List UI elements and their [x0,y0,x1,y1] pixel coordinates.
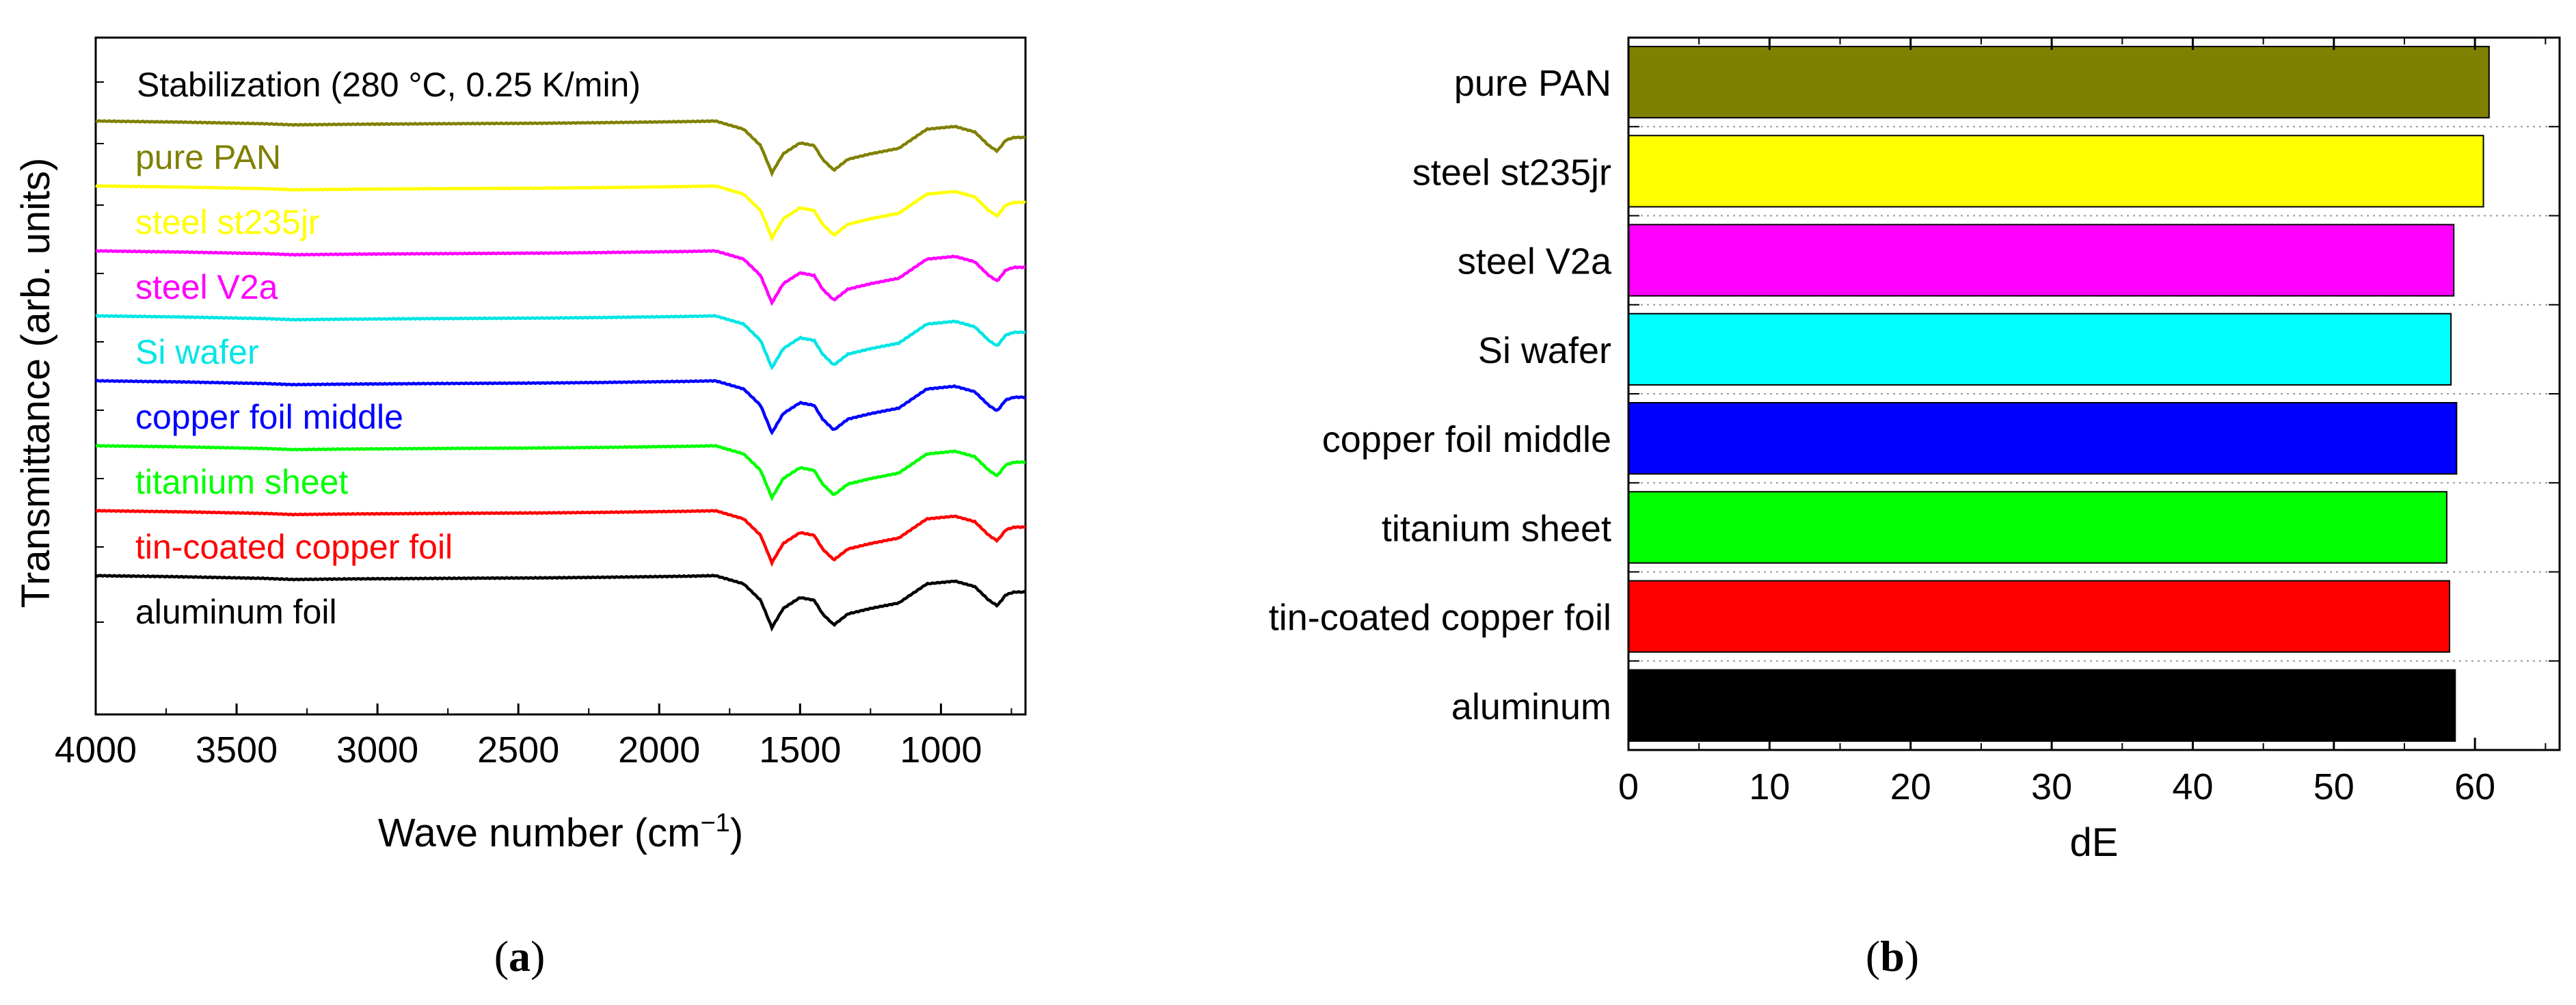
panel-a-plot-frame [94,36,1027,716]
bar-5 [1628,491,2447,564]
panel-a-x-axis-label-close: ) [730,811,743,855]
bar-0 [1628,46,2490,119]
legend-label-4: copper foil middle [135,398,403,436]
x-tick-label-50: 50 [2313,766,2354,807]
panel-a-legend: pure PAN steel st235jr steel V2a Si wafer co… [135,138,453,631]
panel-a-y-axis-label: Transmittance (arb. units) [14,158,58,608]
x-tick-label-20: 20 [1890,766,1931,807]
x-tick-label-3000: 3000 [336,729,418,770]
spectrum-line-2 [95,249,1026,306]
legend-label-2: steel V2a [135,268,278,306]
x-tick-label-60: 60 [2454,766,2495,807]
bar-6 [1628,580,2451,653]
bar-3 [1628,312,2452,386]
panel-b-x-axis-label: dE [2070,820,2119,865]
bar-4 [1628,402,2458,475]
x-tick-label-2000: 2000 [618,729,700,770]
legend-label-1: steel st235jr [135,203,320,241]
panel-a-x-axis-label: Wave number (cm−1) [378,809,743,855]
panel-a-x-axis-label-superscript: −1 [700,809,729,838]
spectrum-line-1 [95,184,1026,242]
x-tick-label-2500: 2500 [477,729,559,770]
panel-a-spectra-chart: 4000 3500 3000 2500 2000 1500 1000 pure PAN ste… [14,36,1027,980]
category-label-3: Si wafer [1478,330,1611,371]
panel-b-category-labels: pure PAN steel st235jr steel V2a Si wafer co… [1269,63,1612,727]
bar-2 [1628,224,2455,297]
category-label-2: steel V2a [1458,241,1612,282]
panel-a-series-lines [95,119,1026,632]
panel-a-caption-letter: a [509,932,531,980]
panel-b-ticks: 0 10 20 30 40 50 60 [1618,37,2560,807]
category-label-6: tin-coated copper foil [1269,598,1611,639]
x-tick-label-1500: 1500 [759,729,841,770]
x-tick-label-0: 0 [1618,766,1639,807]
panel-b-bar-chart: 0 10 20 30 40 50 60 pure PAN steel st235jr steel… [1269,36,2561,980]
x-tick-label-4000: 4000 [55,729,137,770]
category-label-5: titanium sheet [1382,508,1611,549]
x-tick-label-3500: 3500 [196,729,278,770]
category-label-0: pure PAN [1454,63,1611,104]
spectrum-line-5 [95,444,1026,502]
category-label-4: copper foil middle [1322,419,1611,460]
panel-a-x-ticks: 4000 3500 3000 2500 2000 1500 1000 [55,81,1012,770]
x-tick-label-40: 40 [2172,766,2213,807]
panel-b-caption-letter: b [1880,932,1905,980]
spectrum-line-4 [95,379,1026,436]
panel-a-caption: (a) [494,932,546,980]
legend-label-0: pure PAN [135,138,281,176]
legend-label-6: tin-coated copper foil [135,528,453,566]
legend-label-3: Si wafer [135,333,259,371]
panel-b-caption: (b) [1866,932,1919,980]
x-tick-label-30: 30 [2031,766,2072,807]
spectrum-line-0 [95,119,1026,178]
x-tick-label-1000: 1000 [900,729,982,770]
bar-1 [1628,135,2484,208]
panel-b-bars [1628,46,2490,742]
category-label-1: steel st235jr [1412,152,1611,193]
legend-label-5: titanium sheet [135,463,348,501]
panel-b-gridlines [1628,126,2560,662]
bar-7 [1628,669,2456,742]
panel-a-title: Stabilization (280 °C, 0.25 K/min) [137,66,641,104]
category-label-7: aluminum [1451,686,1611,727]
x-tick-label-10: 10 [1749,766,1790,807]
spectrum-line-7 [95,574,1026,632]
spectrum-line-6 [95,509,1026,567]
spectrum-line-3 [95,314,1026,371]
legend-label-7: aluminum foil [135,593,337,631]
panel-a-x-axis-label-main: Wave number (cm [378,811,701,855]
